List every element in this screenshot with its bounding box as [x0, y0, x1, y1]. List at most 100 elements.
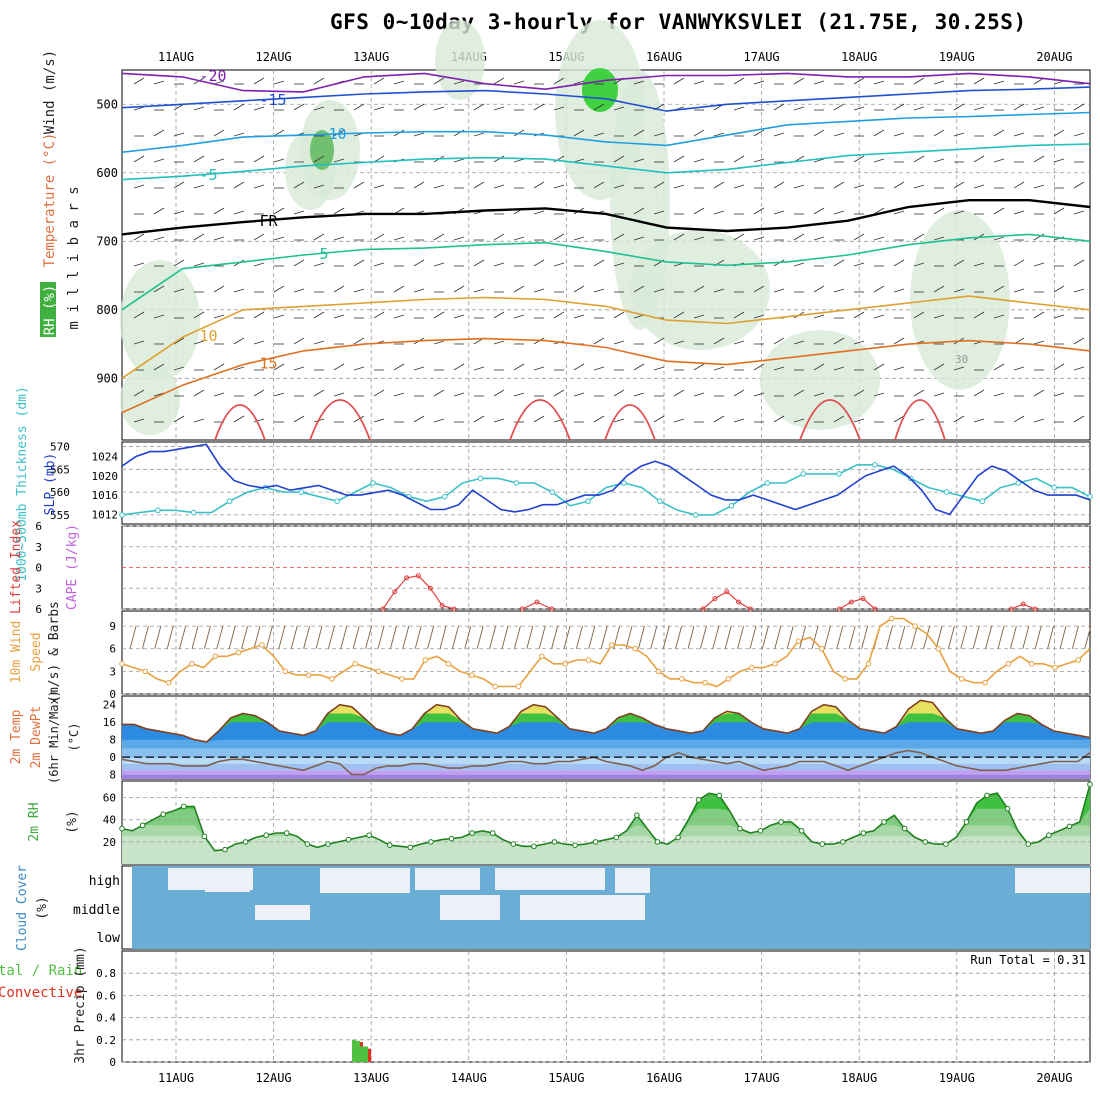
wind-barb [453, 392, 465, 397]
temperature-tick-label: 8 [109, 769, 116, 782]
wind-barb-10m [526, 625, 534, 649]
wind10m-axis-label-3: (m/s) & Barbs [47, 601, 62, 703]
wind-barb [233, 415, 245, 423]
lifted-index-point [1008, 606, 1014, 612]
dewpoint-line [121, 749, 1091, 776]
wind-barb [513, 80, 525, 85]
wind-barb [693, 236, 705, 241]
wind-barb-10m [662, 625, 670, 649]
wind-barb-10m [997, 625, 1005, 649]
thickness-point [119, 512, 125, 518]
thickness-point [190, 509, 197, 516]
thickness-point [477, 475, 484, 482]
temperature-axis-label: Temperature (°C) [42, 133, 58, 268]
wind10m-axis-label-2: Speed [29, 632, 44, 671]
pressure-tick-label: 800 [96, 303, 118, 317]
wind-barb [613, 184, 625, 189]
wind-barb [613, 418, 625, 423]
wind-barb [1013, 415, 1025, 423]
wind-barb [833, 366, 845, 371]
wind-barb [393, 392, 405, 397]
wind-barb [673, 311, 685, 319]
wind-barb [953, 259, 965, 267]
isotherm-line [121, 86, 1091, 112]
wind10m-point [609, 642, 615, 648]
wind-barb-10m [327, 625, 335, 649]
wind-barb [753, 236, 765, 241]
wind-barb [233, 210, 245, 215]
wind-barb [753, 80, 765, 85]
wind-barb [753, 285, 765, 293]
wind-barb [153, 129, 165, 137]
wind-barb [673, 155, 685, 163]
cloud-middle-label: middle [73, 903, 120, 918]
wind-barb [693, 80, 705, 85]
wind-barb-10m [985, 625, 993, 649]
slp-tick-label: 1020 [92, 470, 119, 483]
wind-barb [433, 77, 445, 85]
top-date-label: 19AUG [939, 50, 975, 64]
wind-barb [693, 129, 705, 137]
wind-barb [433, 262, 445, 267]
wind10m-point [212, 653, 219, 660]
precip-total-bar [364, 1046, 368, 1062]
wind-barb [473, 259, 485, 267]
wind-barb [973, 311, 985, 319]
top-date-label: 20AUG [1036, 50, 1072, 64]
wind-barb [653, 288, 665, 293]
wind-barb [633, 158, 645, 163]
wind-barb [593, 103, 605, 111]
rh-point [201, 833, 208, 840]
wind-barb-10m [191, 625, 199, 649]
wind-barb [953, 366, 965, 371]
wind-barb [133, 77, 145, 85]
thickness-point [979, 498, 986, 505]
precip-convective-legend: Convective [0, 985, 82, 1001]
wind-barb [933, 129, 945, 137]
wind-barb [273, 314, 285, 319]
wind-barb [213, 158, 225, 163]
wind-barb [313, 340, 325, 345]
wind-barb-10m [290, 625, 298, 649]
wind-barb [593, 288, 605, 293]
wind-barb [173, 132, 185, 137]
wind-barb [873, 129, 885, 137]
wind-barb [813, 392, 825, 397]
lifted-index-tick-label: 3 [35, 541, 42, 554]
wind10m-point [935, 645, 942, 652]
wind-barb [473, 288, 485, 293]
wind-barb [733, 418, 745, 423]
wind-barb-10m [848, 625, 856, 649]
lifted-index-tick-label: 0 [35, 562, 42, 575]
wind-barb-10m [501, 625, 509, 649]
wind10m-point [329, 676, 335, 682]
wind-barb [213, 363, 225, 371]
lifted-index-point [1020, 601, 1026, 607]
wind-barb [793, 262, 805, 267]
rh-point [386, 842, 393, 848]
isotherm-line [121, 111, 1091, 153]
cloud-high-label: high [89, 874, 120, 889]
wind-barb [413, 103, 425, 111]
rh-point [1066, 823, 1073, 830]
wind-barb [313, 262, 325, 267]
lifted-index-point [712, 596, 718, 602]
wind-barb [1033, 389, 1045, 397]
wind-barb [893, 103, 905, 111]
wind-barb [473, 132, 485, 137]
wind-barb [1033, 233, 1045, 241]
wind-barb-10m [1022, 625, 1030, 649]
wind10m-point [795, 638, 802, 644]
wind-barb [193, 340, 205, 345]
cape-axis-label: CAPE (J/kg) [65, 524, 80, 610]
lifted-index-line [702, 590, 751, 610]
wind-barb [1013, 366, 1025, 371]
wind-barb [293, 259, 305, 267]
wind-barb-10m [141, 625, 149, 649]
rh-point [963, 819, 970, 825]
wind-barb [593, 132, 605, 137]
wind-barb-10m [377, 625, 385, 649]
rh-point [1046, 832, 1052, 839]
wind-barb [753, 158, 765, 163]
temperature-cold-band [122, 770, 1090, 775]
